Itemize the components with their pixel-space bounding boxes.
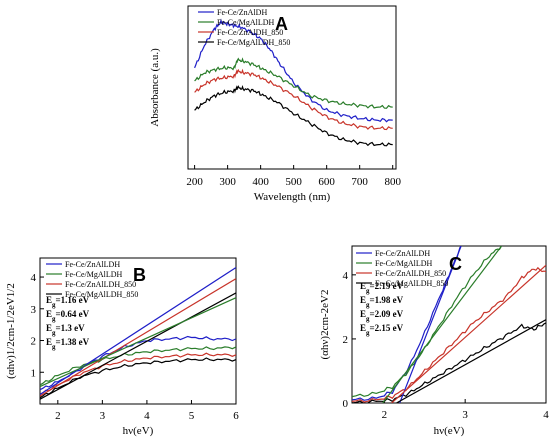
- y-tick-label: 2: [343, 334, 349, 346]
- x-tick-label: 5: [189, 410, 195, 422]
- y-tick-label: 4: [31, 272, 37, 284]
- series-line-1: [352, 246, 462, 401]
- bandgap-annotation: Eg=2.09 eV: [360, 309, 404, 323]
- fit-line-4: [396, 319, 546, 403]
- y-tick-label: 2: [31, 336, 37, 348]
- panel-c: 2 3 4024hν(eV)(αhν)2cm-2eV2Fe-Ce/ZnAlLDHFe…: [319, 245, 549, 437]
- legend: Fe-Ce/ZnAlDHFe-Ce/MgAlLDHFe-Ce/ZnAlDH_85…: [198, 8, 290, 47]
- fit-line-1: [399, 246, 462, 403]
- x-tick-label: 800: [384, 176, 401, 188]
- x-tick-label: 2: [382, 409, 388, 421]
- y-tick-label: 4: [343, 270, 349, 282]
- fit-line-1: [40, 267, 236, 395]
- legend-entry: Fe-Ce/MgAlLDH_850: [65, 290, 138, 299]
- fit-line-2: [40, 278, 236, 397]
- series-line-4: [194, 84, 393, 147]
- y-tick-label: 0: [343, 398, 349, 410]
- bandgap-annotation: Eg=1.3 eV: [46, 323, 85, 337]
- x-tick-label: 200: [186, 176, 203, 188]
- x-tick-label: 700: [351, 176, 368, 188]
- x-tick-label: 2: [55, 410, 61, 422]
- bandgap-annotation: Eg=1.16 eV: [46, 295, 90, 309]
- x-tick-label: 4: [144, 410, 150, 422]
- panel-label: C: [449, 254, 462, 274]
- fit-line-3: [40, 292, 236, 400]
- legend-entry: Fe-Ce/ZnAlDH: [217, 8, 267, 17]
- panel-b: 2 3 4 5 6 1 2 3 4 hν(eV) (αhν)1/2cm-1/2eV1/2 Fe-Ce/…: [5, 257, 239, 437]
- legend-entry: Fe-Ce/ZnAlLDH_850: [375, 269, 446, 278]
- y-tick-label: 1: [31, 367, 37, 379]
- series-group: [40, 267, 236, 400]
- plot-frame: [351, 245, 547, 404]
- series-line-3: [352, 266, 546, 403]
- x-tick-label: 600: [318, 176, 335, 188]
- legend-entry: Fe-Ce/ZnAlLDH: [375, 249, 430, 258]
- panel-a: 200 300 400 500 600 700 800 Wavelength (nm) Abso…: [149, 5, 401, 203]
- legend: Fe-Ce/ZnAlLDHFe-Ce/MgAlLDHFe-Ce/ZnAlLDH_…: [46, 260, 138, 299]
- series-group: [352, 246, 546, 403]
- bandgap-annotation: Eg=1.38 eV: [46, 337, 90, 351]
- series-line-2: [194, 57, 393, 109]
- x-tick-label: 300: [219, 176, 236, 188]
- legend-entry: Fe-Ce/ZnAlDH_850: [217, 28, 283, 37]
- series-line-2: [352, 246, 503, 398]
- panel-label: B: [133, 265, 146, 285]
- x-tick-label: 500: [285, 176, 302, 188]
- bandgap-annotation: Eg=2.19 eV: [360, 281, 404, 295]
- x-axis-label: hν(eV): [123, 425, 154, 437]
- legend-entry: Fe-Ce/ZnAlLDH_850: [65, 280, 136, 289]
- legend-entry: Fe-Ce/MgAlLDH: [375, 259, 433, 268]
- y-axis-label: Absorbance (a.u.): [149, 48, 161, 127]
- series-line-2: [40, 346, 236, 386]
- x-tick-label: 3: [462, 409, 468, 421]
- y-tick-label: 3: [31, 304, 37, 316]
- x-tick-label: 3: [100, 410, 106, 422]
- legend-entry: Fe-Ce/MgAlLDH: [65, 270, 123, 279]
- series-line-1: [194, 18, 393, 123]
- plot-frame: [39, 257, 237, 405]
- legend-entry: Fe-Ce/MgAlLDH_850: [217, 38, 290, 47]
- bandgap-annotation: Eg=1.98 eV: [360, 295, 404, 309]
- fit-line-2: [382, 246, 503, 403]
- y-axis-label: (αhν)1/2cm-1/2eV1/2: [5, 283, 17, 379]
- fit-line-4: [40, 297, 236, 388]
- series-line-3: [194, 68, 393, 131]
- bandgap-annotation: Eg=2.15 eV: [360, 323, 404, 337]
- bandgap-annotation: Eg=0.64 eV: [46, 309, 90, 323]
- plot-frame: [187, 5, 397, 170]
- x-axis-label: hν(eV): [434, 425, 465, 437]
- x-tick-label: 4: [543, 409, 549, 421]
- x-tick-label: 6: [233, 410, 239, 422]
- fit-line-3: [391, 264, 546, 403]
- legend-entry: Fe-Ce/MgAlLDH: [217, 18, 275, 27]
- legend: Fe-Ce/ZnAlLDHFe-Ce/MgAlLDHFe-Ce/ZnAlLDH_…: [356, 249, 448, 288]
- series-group: [194, 18, 393, 147]
- panel-label: A: [275, 14, 288, 34]
- series-line-3: [40, 352, 236, 396]
- legend-entry: Fe-Ce/ZnAlLDH: [65, 260, 120, 269]
- series-line-4: [352, 322, 546, 403]
- legend-entry: Fe-Ce/MgAlLDH_850: [375, 279, 448, 288]
- x-tick-label: 400: [252, 176, 269, 188]
- y-axis-label: (αhν)2cm-2eV2: [319, 290, 331, 360]
- x-axis-label: Wavelength (nm): [254, 191, 331, 203]
